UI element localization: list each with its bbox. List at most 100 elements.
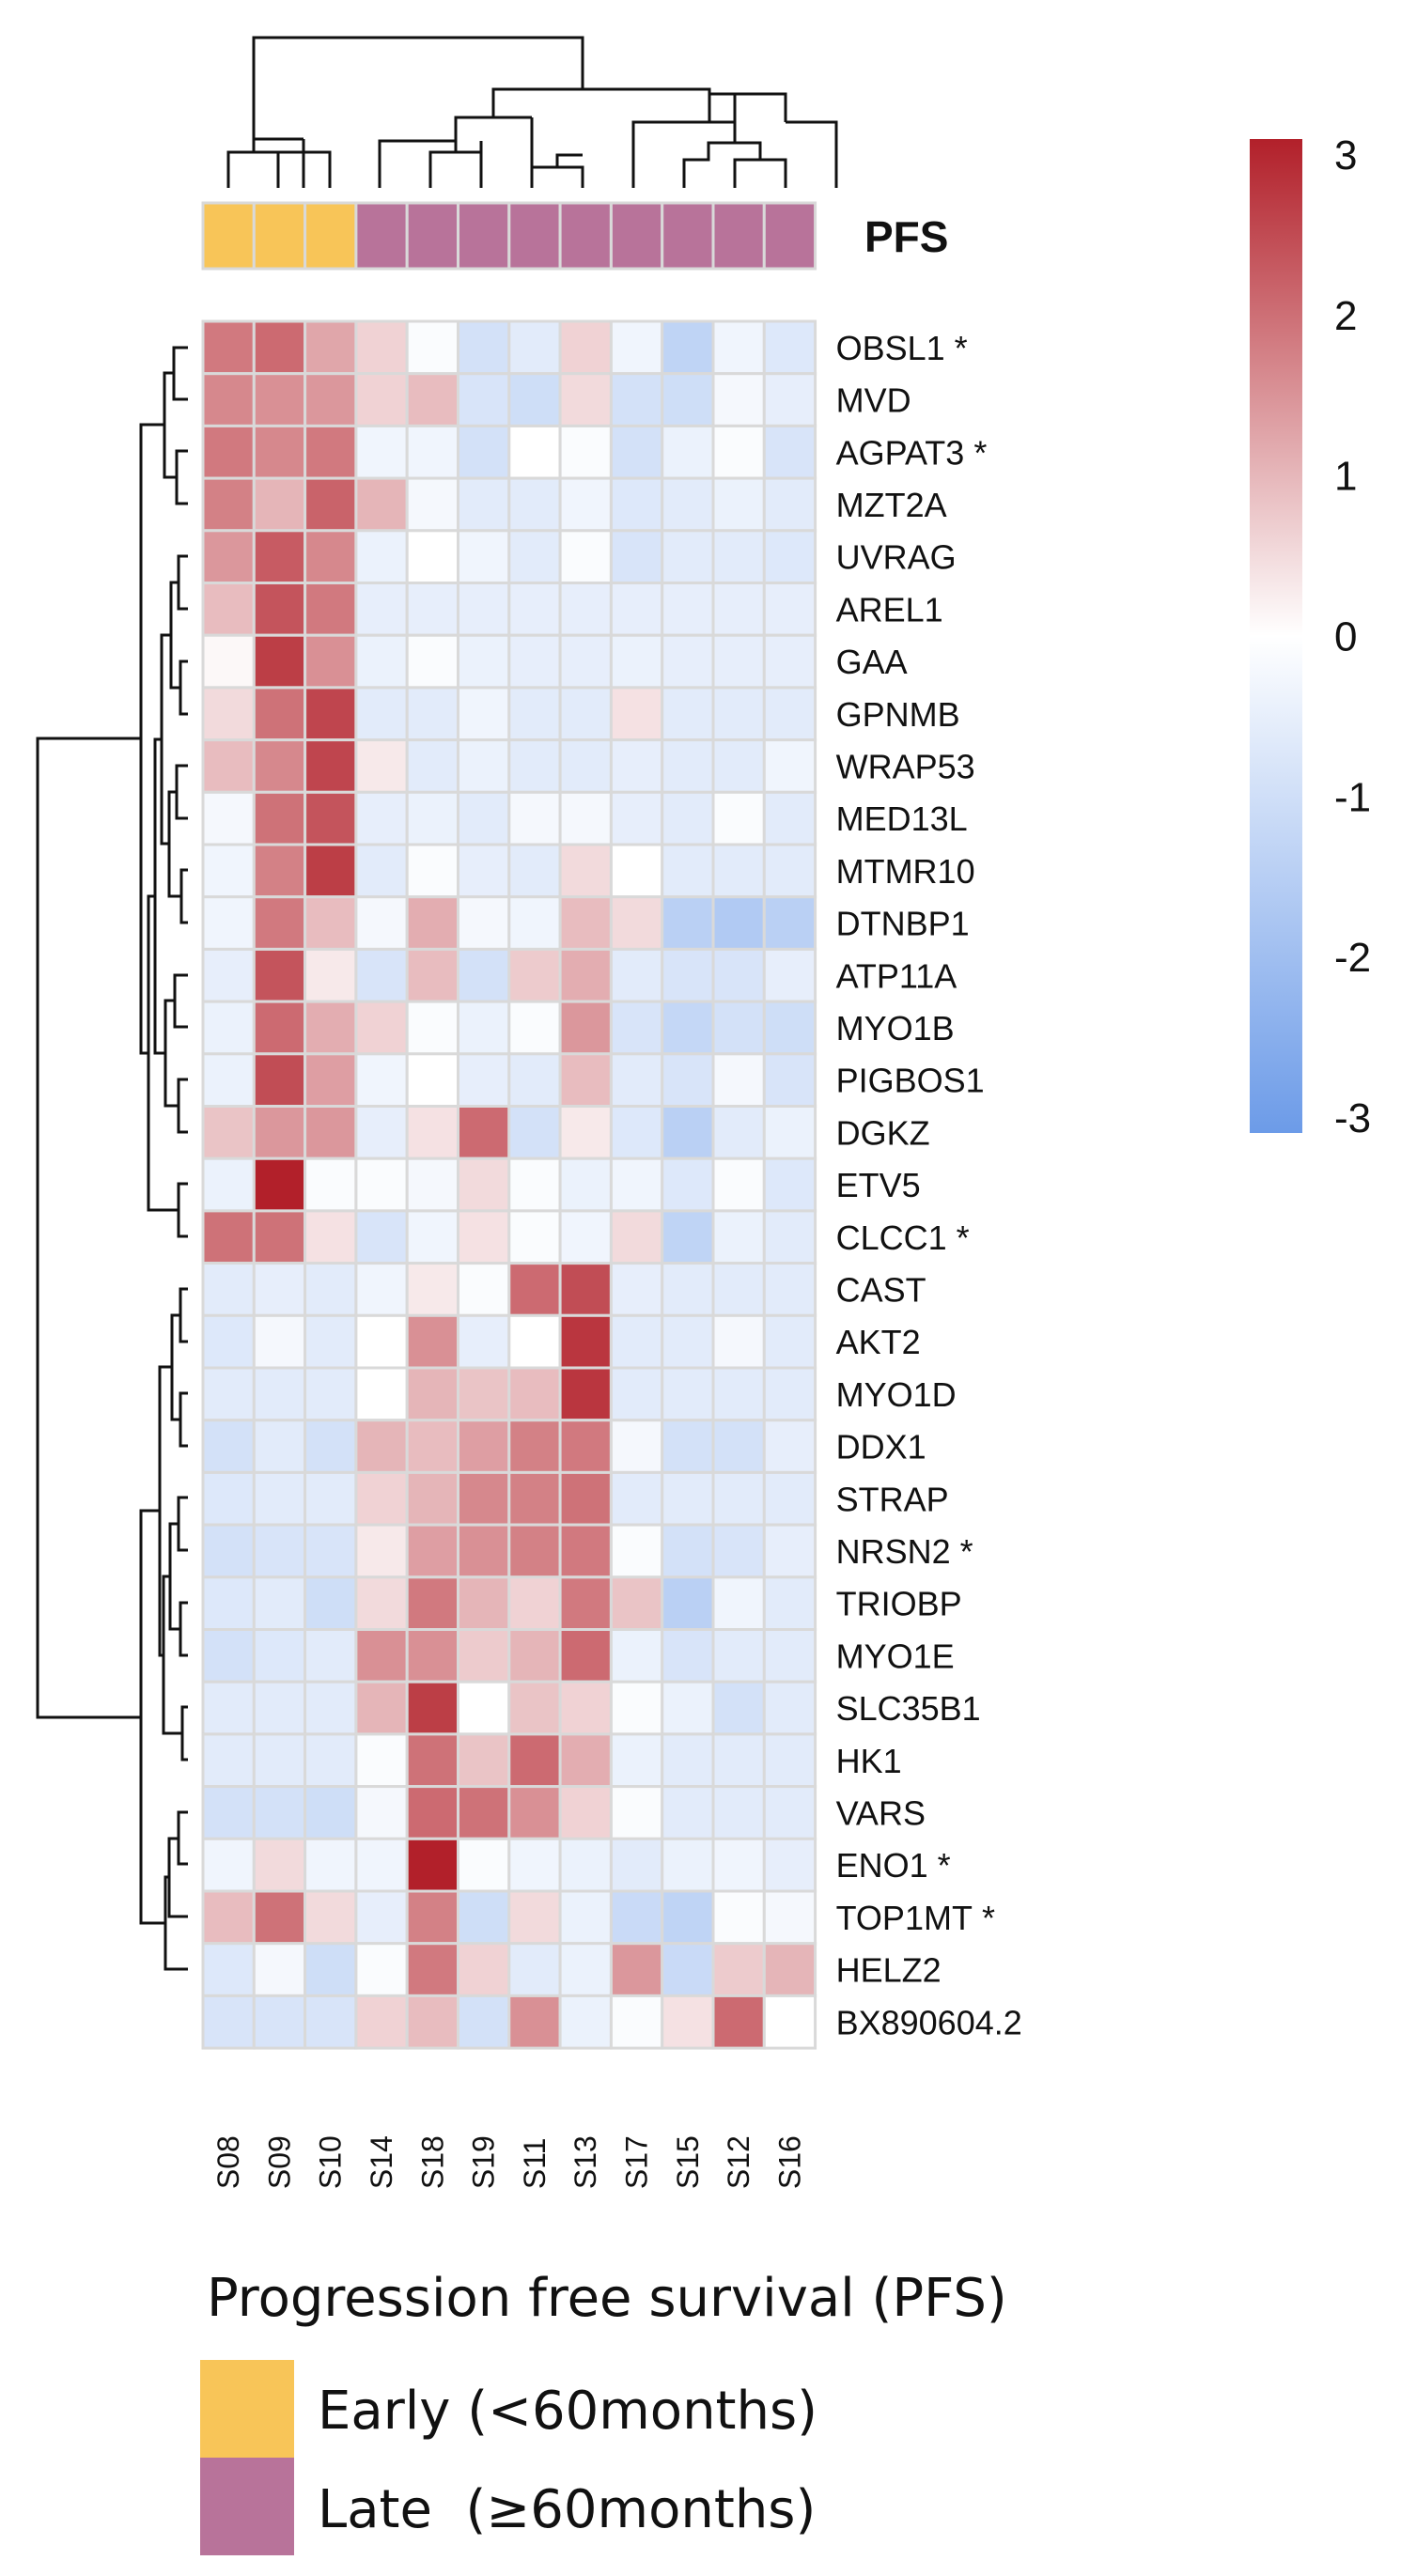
heatmap-cell-MED13L-S09: [252, 790, 307, 846]
heatmap-cell-CLCC1-S17: [609, 1209, 664, 1265]
gene-star: *: [973, 433, 987, 472]
heatmap-cell-GAA-S11: [507, 633, 562, 690]
heatmap-cell-CLCC1-S15: [661, 1209, 715, 1265]
heatmap-cell-HK1-S16: [762, 1732, 817, 1789]
sample-label-S16: S16: [772, 2135, 806, 2189]
heatmap-cell-DTNBP1-S13: [558, 895, 613, 951]
heatmap-cell-MYO1E-S10: [304, 1628, 358, 1684]
heatmap-cell-AGPAT3-S16: [762, 424, 817, 480]
heatmap-cell-MVD-S11: [507, 372, 562, 427]
heatmap-cell-AGPAT3-S17: [609, 424, 664, 480]
row-dendrogram: [36, 346, 188, 1971]
heatmap-cell-VARS-S14: [354, 1785, 409, 1840]
heatmap-cell-UVRAG-S09: [252, 529, 307, 584]
heatmap-cell-UVRAG-S15: [661, 529, 715, 584]
heatmap-cell-GAA-S09: [252, 633, 307, 690]
pfs-cell-S08: [201, 201, 256, 271]
heatmap-cell-STRAP-S08: [201, 1470, 256, 1527]
heatmap-cell-GPNMB-S15: [661, 686, 715, 742]
heatmap-cell-WRAP53-S11: [507, 738, 562, 794]
heatmap-cell-HELZ2-S12: [711, 1942, 766, 1997]
gene-label-OBSL1: OBSL1 *: [836, 329, 968, 367]
heatmap-cell-CLCC1-S09: [252, 1209, 307, 1265]
heatmap-cell-MYO1E-S16: [762, 1628, 817, 1684]
heatmap-cell-DTNBP1-S19: [457, 895, 511, 951]
heatmap-cell-AKT2-S15: [661, 1313, 715, 1370]
heatmap-cell-HELZ2-S15: [661, 1942, 715, 1997]
pfs-cell-S15: [661, 201, 715, 271]
heatmap-cell-MTMR10-S12: [711, 843, 766, 899]
heatmap-cell-MYO1B-S19: [457, 1000, 511, 1056]
heatmap-cell-ETV5-S08: [201, 1156, 256, 1213]
heatmap-cell-MVD-S18: [405, 372, 460, 427]
heatmap-cell-MYO1D-S08: [201, 1366, 256, 1422]
colorbar-tick-label: -2: [1334, 935, 1371, 981]
heatmap-cell-HK1-S13: [558, 1732, 613, 1789]
heatmap-cell-MTMR10-S08: [201, 843, 256, 899]
heatmap-cell-VARS-S13: [558, 1785, 613, 1840]
heatmap-cell-OBSL1-S11: [507, 319, 562, 376]
heatmap-cell-GPNMB-S17: [609, 686, 664, 742]
pfs-cell-S14: [354, 201, 409, 271]
heatmap-cell-OBSL1-S16: [762, 319, 817, 376]
heatmap-cell-MYO1D-S10: [304, 1366, 358, 1422]
heatmap-cell-HK1-S11: [507, 1732, 562, 1789]
heatmap-cell-MYO1B-S18: [405, 1000, 460, 1056]
heatmap-cell-MED13L-S18: [405, 790, 460, 846]
heatmap-cell-AGPAT3-S08: [201, 424, 256, 480]
heatmap-cell-UVRAG-S13: [558, 529, 613, 584]
heatmap-cell-AREL1-S13: [558, 582, 613, 637]
heatmap-cell-BX890604.2-S13: [558, 1994, 613, 2050]
gene-labels: OBSL1 * MVD AGPAT3 * MZT2A UVRAG AREL1 GAA GPNMB W…: [836, 329, 1022, 2041]
heatmap-cell-MZT2A-S18: [405, 476, 460, 533]
heatmap-cell-MED13L-S13: [558, 790, 613, 846]
heatmap-cell-MED13L-S14: [354, 790, 409, 846]
gene-label-MYO1E: MYO1E: [836, 1637, 955, 1675]
heatmap-cell-GAA-S18: [405, 633, 460, 690]
heatmap-cell-DGKZ-S09: [252, 1105, 307, 1160]
heatmap-cell-GPNMB-S10: [304, 686, 358, 742]
heatmap-cell-TOP1MT-S17: [609, 1889, 664, 1946]
heatmap-cell-ATP11A-S11: [507, 947, 562, 1003]
sample-label-S10: S10: [314, 2135, 348, 2189]
heatmap-cell-HELZ2-S13: [558, 1942, 613, 1997]
heatmap-cell-HK1-S12: [711, 1732, 766, 1789]
heatmap-cell-MYO1B-S11: [507, 1000, 562, 1056]
colorbar: [1250, 139, 1302, 1133]
heatmap-cell-TOP1MT-S13: [558, 1889, 613, 1946]
heatmap-cell-UVRAG-S10: [304, 529, 358, 584]
heatmap-cell-DGKZ-S16: [762, 1105, 817, 1160]
gene-star: *: [955, 329, 968, 367]
heatmap-cell-DDX1-S12: [711, 1419, 766, 1474]
heatmap-cell-STRAP-S10: [304, 1470, 358, 1527]
heatmap-cell-DDX1-S14: [354, 1419, 409, 1474]
heatmap-cell-GPNMB-S19: [457, 686, 511, 742]
heatmap-cell-SLC35B1-S18: [405, 1680, 460, 1736]
heatmap-cell-DGKZ-S12: [711, 1105, 766, 1160]
gene-star: *: [938, 1846, 951, 1885]
heatmap-cell-OBSL1-S10: [304, 319, 358, 376]
heatmap-cell-WRAP53-S16: [762, 738, 817, 794]
heatmap-cell-ETV5-S09: [252, 1156, 307, 1213]
heatmap-cell-WRAP53-S09: [252, 738, 307, 794]
heatmap-cell-MVD-S19: [457, 372, 511, 427]
heatmap-cell-ENO1-S11: [507, 1837, 562, 1893]
gene-label-MVD: MVD: [836, 381, 911, 420]
heatmap-cell-CAST-S17: [609, 1262, 664, 1317]
heatmap-cell-ENO1-S09: [252, 1837, 307, 1893]
heatmap-cell-ENO1-S10: [304, 1837, 358, 1893]
column-dendrogram: [226, 36, 838, 188]
heatmap-cell-UVRAG-S11: [507, 529, 562, 584]
heatmap-cell-UVRAG-S18: [405, 529, 460, 584]
heatmap-cell-BX890604.2-S14: [354, 1994, 409, 2050]
heatmap-cell-GAA-S19: [457, 633, 511, 690]
heatmap-cell-MYO1D-S18: [405, 1366, 460, 1422]
pfs-cell-S16: [762, 201, 817, 271]
heatmap-cell-MED13L-S16: [762, 790, 817, 846]
heatmap-cell-PIGBOS1-S09: [252, 1052, 307, 1109]
heatmap-cell-AGPAT3-S14: [354, 424, 409, 480]
gene-label-BX890604.2: BX890604.2: [836, 2003, 1022, 2041]
colorbar-tick-label: 2: [1334, 293, 1357, 339]
heatmap-cell-PIGBOS1-S17: [609, 1052, 664, 1109]
heatmap-cell-DTNBP1-S12: [711, 895, 766, 951]
